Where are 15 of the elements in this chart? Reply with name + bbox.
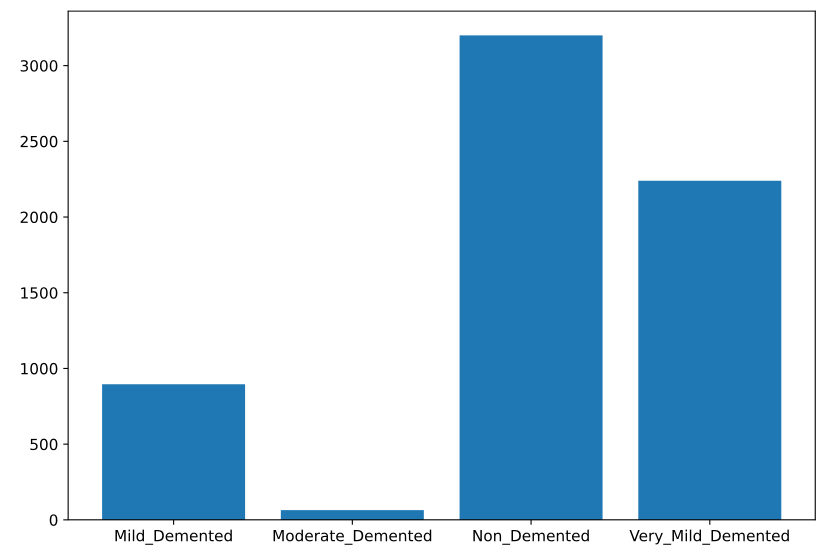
x-tick-label: Non_Demented [473, 530, 589, 545]
x-tick-label: Mild_Demented [115, 530, 232, 545]
y-tick-label: 1500 [21, 287, 58, 299]
y-tick-label: 2000 [20, 212, 58, 224]
y-tick-label: 3000 [20, 60, 58, 72]
x-tick-label: Very_Mild_Demented [629, 530, 789, 545]
bar [638, 180, 782, 520]
y-tick-label: 1000 [21, 362, 58, 374]
bar [102, 384, 246, 520]
x-tick-label: Moderate_Demented [274, 530, 432, 545]
y-tick-label: 500 [30, 438, 58, 450]
y-tick-label: 2500 [20, 136, 58, 148]
y-tick-label: 0 [50, 514, 58, 526]
bar [280, 510, 424, 520]
bar [460, 35, 603, 520]
